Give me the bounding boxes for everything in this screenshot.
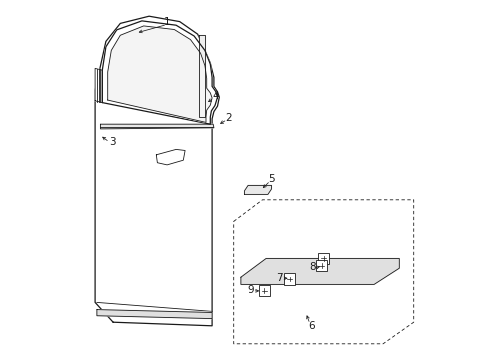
- Text: 7: 7: [276, 273, 283, 283]
- Polygon shape: [97, 310, 212, 319]
- Text: 8: 8: [308, 262, 315, 272]
- Text: 2: 2: [225, 113, 232, 123]
- Bar: [316, 260, 327, 271]
- Text: 6: 6: [307, 321, 314, 331]
- Text: 3: 3: [108, 137, 115, 147]
- Polygon shape: [102, 21, 217, 124]
- Text: 1: 1: [163, 17, 170, 27]
- Bar: [284, 274, 294, 284]
- Polygon shape: [107, 26, 212, 122]
- Polygon shape: [156, 149, 185, 165]
- Polygon shape: [244, 185, 271, 194]
- Polygon shape: [101, 124, 213, 129]
- Text: 9: 9: [247, 285, 254, 295]
- Polygon shape: [95, 68, 102, 103]
- Polygon shape: [95, 16, 219, 326]
- Polygon shape: [233, 200, 413, 344]
- Text: 5: 5: [267, 174, 274, 184]
- Polygon shape: [199, 35, 204, 117]
- Polygon shape: [241, 258, 399, 284]
- Text: 4: 4: [212, 91, 219, 102]
- Bar: [318, 253, 328, 264]
- Bar: [258, 285, 269, 296]
